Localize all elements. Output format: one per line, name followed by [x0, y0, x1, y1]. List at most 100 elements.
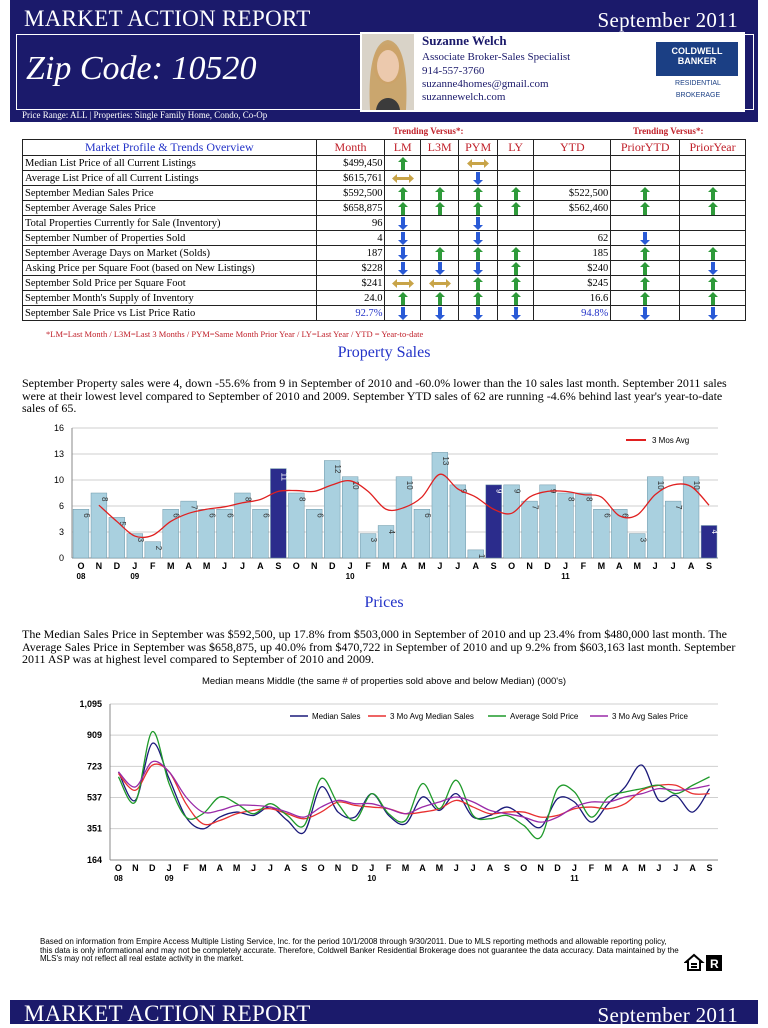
arrow-up: [707, 276, 718, 290]
bar: [413, 509, 431, 559]
x-tick-label: M: [382, 561, 390, 571]
agent-name: Suzanne Welch: [422, 33, 507, 48]
trend-arrow: [391, 278, 414, 288]
report-date: September 2011: [597, 1003, 738, 1027]
arrow-up: [510, 291, 521, 305]
arrow-down: [397, 306, 408, 320]
table-row: September Month's Supply of Inventory 24.…: [22, 290, 746, 306]
table-row: September Number of Properties Sold 4 62: [22, 230, 746, 246]
x-tick-label: J: [673, 863, 678, 873]
x-tick-label: A: [487, 863, 494, 873]
bar: [359, 533, 377, 559]
bar-value-label: 1: [477, 554, 486, 559]
prices-paragraph: The Median Sales Price in September was …: [22, 627, 736, 666]
x-tick-label: D: [544, 561, 551, 571]
arrow-up: [707, 201, 718, 215]
trend-arrow: [640, 306, 651, 320]
y-tick-label: 351: [87, 824, 102, 834]
trend-arrow: [428, 278, 451, 288]
arrow-up: [640, 276, 651, 290]
x-tick-label: D: [352, 863, 359, 873]
arrow-up: [510, 186, 521, 200]
table-footnote: *LM=Last Month / L3M=Last 3 Months / PYM…: [46, 329, 424, 339]
trending-label: Trending Versus*:: [633, 126, 704, 136]
ytd-value: 94.8%: [533, 305, 612, 321]
arrow-up: [707, 186, 718, 200]
bar-value-label: 7: [190, 505, 199, 510]
arrow-down: [640, 231, 651, 245]
x-tick-label: M: [402, 863, 410, 873]
bar-value-label: 6: [208, 513, 217, 518]
trend-cell: [384, 200, 421, 216]
x-tick-label: M: [167, 561, 175, 571]
x-tick-label: A: [185, 561, 192, 571]
x-tick-label: N: [537, 863, 544, 873]
x-tick-label: N: [311, 561, 318, 571]
bar-value-label: 10: [351, 481, 360, 490]
arrow-down: [473, 216, 484, 230]
bar: [431, 452, 449, 559]
bar: [162, 509, 179, 559]
series-line: [117, 742, 711, 835]
arrow-down: [397, 231, 408, 245]
bar-value-label: 4: [710, 530, 719, 535]
arrow-flat: [391, 278, 414, 288]
column-header: Market Profile & Trends Overview: [22, 139, 317, 156]
arrow-up: [473, 186, 484, 200]
arrow-up: [510, 201, 521, 215]
x-tick-label: M: [604, 863, 612, 873]
bar-value-label: 7: [674, 505, 683, 510]
x-tick-label: J: [268, 863, 273, 873]
bar-value-label: 13: [441, 456, 450, 465]
x-tick-label: M: [634, 561, 642, 571]
agent-email: suzanne4homes@gmail.com: [422, 78, 549, 90]
bar: [449, 484, 466, 559]
trend-arrow: [473, 231, 484, 245]
x-tick-label: J: [572, 863, 577, 873]
trend-arrow: [397, 201, 408, 215]
x-tick-label: A: [401, 561, 408, 571]
market-table: Market Profile & Trends Overview Month LM L…: [22, 139, 746, 321]
bar-value-label: 8: [584, 497, 593, 502]
bar: [539, 484, 556, 559]
bar: [288, 492, 305, 559]
y-tick-label: 3: [59, 527, 64, 537]
arrow-down: [434, 306, 445, 320]
x-tick-label: O: [115, 863, 122, 873]
bar-value-label: 4: [387, 530, 396, 535]
trend-arrow: [510, 201, 521, 215]
trend-arrow: [707, 261, 718, 275]
arrow-down: [434, 261, 445, 275]
x-tick-label: F: [581, 561, 587, 571]
arrow-up: [434, 201, 445, 215]
logo-subtext: RESIDENTIAL BROKERAGE: [675, 80, 721, 99]
bar: [664, 500, 682, 559]
legend-label: 3 Mo Avg Median Sales: [390, 712, 474, 721]
x-tick-label: J: [653, 561, 658, 571]
x-tick-label: A: [257, 561, 264, 571]
bar: [90, 492, 108, 559]
bar: [216, 509, 233, 559]
trend-arrow: [473, 186, 484, 200]
arrow-down: [707, 306, 718, 320]
x-tick-label: J: [167, 863, 172, 873]
agent-phone: 914-557-3760: [422, 65, 485, 77]
y-tick-label: 13: [54, 449, 64, 459]
arrow-down: [473, 261, 484, 275]
trend-arrow: [640, 231, 651, 245]
bar-value-label: 3: [136, 538, 145, 543]
arrow-down: [473, 306, 484, 320]
arrow-up: [434, 291, 445, 305]
x-tick-label: F: [183, 863, 189, 873]
x-year-label: 11: [561, 572, 570, 581]
arrow-up: [640, 291, 651, 305]
bar-value-label: 8: [243, 497, 252, 502]
trend-arrow: [510, 291, 521, 305]
trend-arrow: [397, 231, 408, 245]
y-tick-label: 10: [54, 475, 64, 485]
trend-arrow: [473, 201, 484, 215]
arrow-up: [640, 261, 651, 275]
trend-arrow: [397, 306, 408, 320]
x-tick-label: O: [520, 863, 527, 873]
